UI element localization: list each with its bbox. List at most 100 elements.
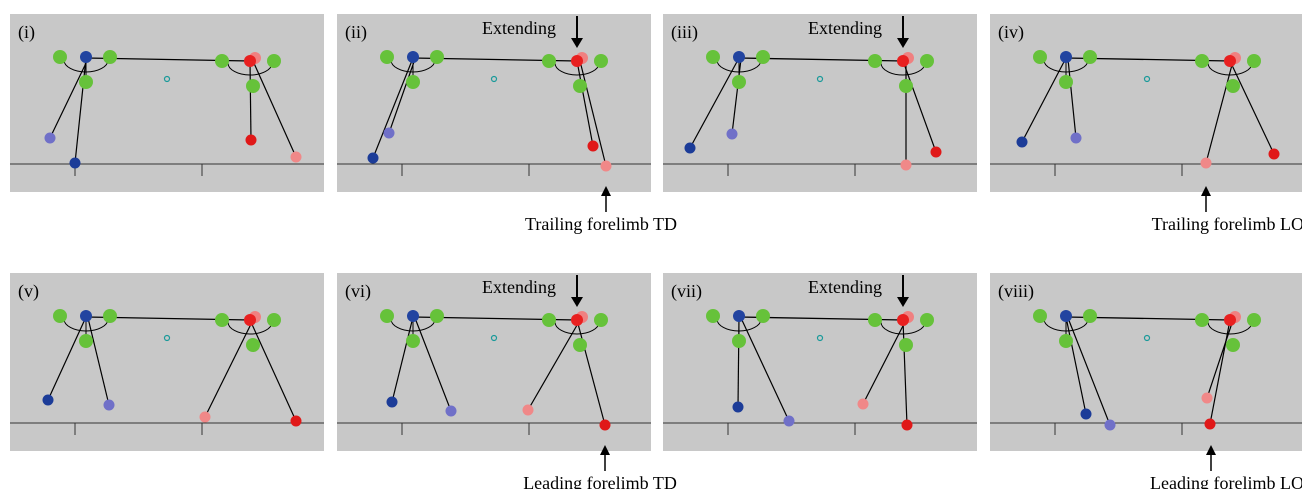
joint-marker: [430, 309, 444, 323]
panel: (v): [10, 273, 324, 451]
foot-marker: [901, 160, 912, 171]
joint-marker: [732, 75, 746, 89]
joint-marker: [571, 55, 583, 67]
foot-marker: [368, 153, 379, 164]
joint-marker: [1247, 54, 1261, 68]
joint-marker: [244, 55, 256, 67]
foot-marker: [104, 400, 115, 411]
panel-label: (vi): [345, 281, 371, 302]
foot-marker: [1071, 133, 1082, 144]
joint-marker: [1060, 310, 1072, 322]
panel: (iii)Extending: [663, 14, 977, 192]
joint-marker: [1083, 50, 1097, 64]
foot-marker: [902, 420, 913, 431]
joint-marker: [244, 314, 256, 326]
foot-marker: [1105, 420, 1116, 431]
annotation: Extending: [482, 277, 556, 297]
annotation: Extending: [482, 18, 556, 38]
panel-background: [990, 14, 1302, 192]
joint-marker: [1083, 309, 1097, 323]
caption: Leading forelimb TD: [523, 473, 677, 489]
joint-marker: [380, 309, 394, 323]
joint-marker: [53, 309, 67, 323]
foot-marker: [1017, 137, 1028, 148]
foot-marker: [858, 399, 869, 410]
joint-marker: [407, 310, 419, 322]
panel: (viii)Leading forelimb LO: [990, 273, 1302, 489]
joint-marker: [756, 309, 770, 323]
joint-marker: [706, 50, 720, 64]
joint-marker: [897, 55, 909, 67]
joint-marker: [920, 313, 934, 327]
joint-marker: [1247, 313, 1261, 327]
joint-marker: [868, 313, 882, 327]
joint-marker: [380, 50, 394, 64]
caption: Trailing forelimb TD: [525, 214, 677, 234]
joint-marker: [246, 79, 260, 93]
joint-marker: [899, 338, 913, 352]
joint-marker: [430, 50, 444, 64]
joint-marker: [899, 79, 913, 93]
foot-marker: [387, 397, 398, 408]
joint-marker: [756, 50, 770, 64]
panel-label: (iv): [998, 22, 1024, 43]
joint-marker: [594, 54, 608, 68]
joint-marker: [1033, 309, 1047, 323]
foot-marker: [200, 412, 211, 423]
joint-marker: [573, 79, 587, 93]
panel-label: (v): [18, 281, 39, 302]
joint-marker: [1195, 54, 1209, 68]
joint-marker: [594, 313, 608, 327]
joint-marker: [542, 54, 556, 68]
panel-label: (iii): [671, 22, 698, 43]
foot-marker: [291, 152, 302, 163]
joint-marker: [897, 314, 909, 326]
foot-marker: [1201, 158, 1212, 169]
joint-marker: [103, 309, 117, 323]
panel: (vii) Extending: [663, 273, 977, 451]
joint-marker: [407, 51, 419, 63]
foot-marker: [1202, 393, 1213, 404]
joint-marker: [573, 338, 587, 352]
joint-marker: [1059, 75, 1073, 89]
foot-marker: [246, 135, 257, 146]
foot-marker: [733, 402, 744, 413]
joint-marker: [868, 54, 882, 68]
joint-marker: [571, 314, 583, 326]
panel-label: (i): [18, 22, 35, 43]
foot-marker: [1081, 409, 1092, 420]
foot-marker: [446, 406, 457, 417]
joint-marker: [215, 54, 229, 68]
joint-marker: [706, 309, 720, 323]
panel: (i): [10, 14, 324, 192]
panel-background: [10, 273, 324, 451]
panel: (vi) Extending Leading forelimb TD: [337, 273, 677, 489]
joint-marker: [406, 75, 420, 89]
foot-marker: [685, 143, 696, 154]
joint-marker: [1224, 55, 1236, 67]
joint-marker: [79, 75, 93, 89]
joint-marker: [1195, 313, 1209, 327]
caption: Trailing forelimb LO: [1152, 214, 1302, 234]
panel: (ii) Extending Trailing forelimb TD: [337, 14, 677, 234]
panel-label: (vii): [671, 281, 702, 302]
panel-background: [10, 14, 324, 192]
foot-marker: [931, 147, 942, 158]
joint-marker: [406, 334, 420, 348]
foot-marker: [1205, 419, 1216, 430]
panel-label: (viii): [998, 281, 1034, 302]
joint-marker: [79, 334, 93, 348]
joint-marker: [1033, 50, 1047, 64]
annotation: Extending: [808, 277, 882, 297]
joint-marker: [733, 310, 745, 322]
joint-marker: [1224, 314, 1236, 326]
joint-marker: [1226, 79, 1240, 93]
joint-marker: [733, 51, 745, 63]
joint-marker: [53, 50, 67, 64]
foot-marker: [600, 420, 611, 431]
joint-marker: [103, 50, 117, 64]
joint-marker: [1226, 338, 1240, 352]
panel-label: (ii): [345, 22, 367, 43]
foot-marker: [291, 416, 302, 427]
joint-marker: [1059, 334, 1073, 348]
